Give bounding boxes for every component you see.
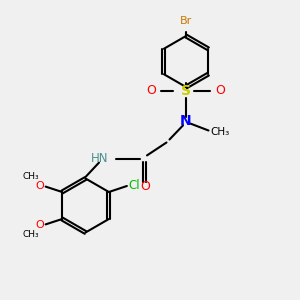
Text: HN: HN	[91, 152, 108, 165]
Text: CH₃: CH₃	[23, 172, 40, 181]
Text: O: O	[35, 181, 44, 191]
Text: Br: Br	[180, 16, 192, 26]
Text: O: O	[35, 220, 44, 230]
Text: CH₃: CH₃	[210, 127, 229, 137]
Text: O: O	[216, 84, 225, 97]
Text: Cl: Cl	[128, 179, 140, 192]
Text: N: N	[180, 114, 192, 128]
Text: CH₃: CH₃	[23, 230, 40, 239]
Text: O: O	[140, 180, 150, 193]
Text: S: S	[181, 84, 191, 98]
Text: O: O	[147, 84, 156, 97]
Text: C: C	[139, 152, 146, 163]
